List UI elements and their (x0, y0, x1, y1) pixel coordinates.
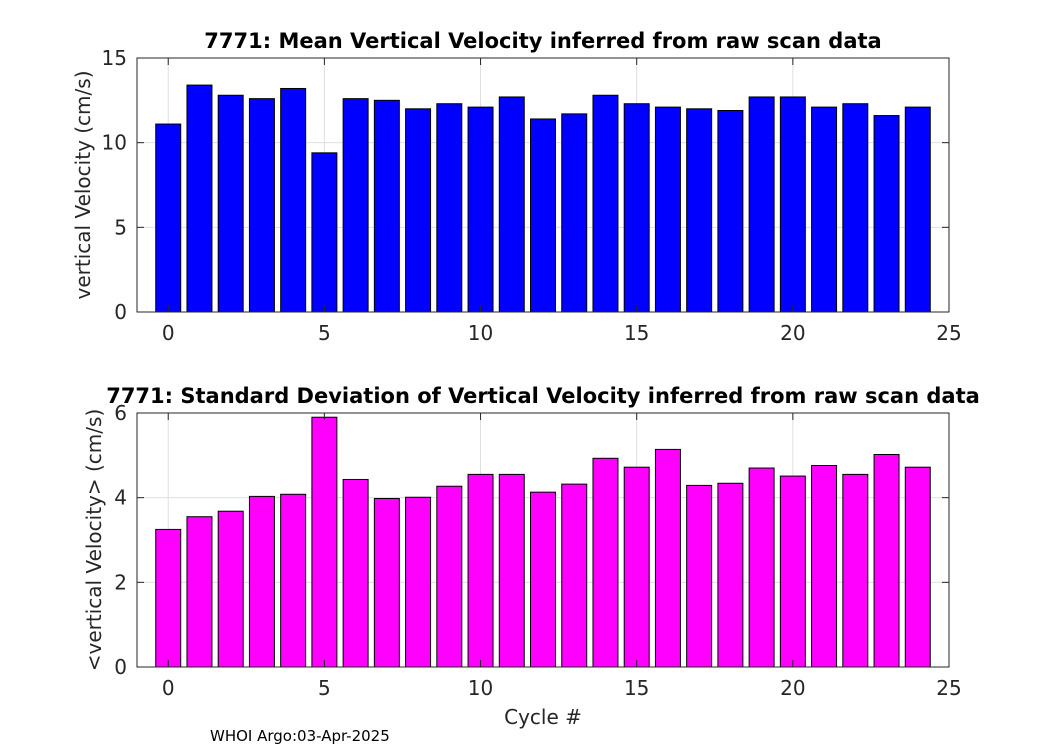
x-tick-label: 10 (468, 676, 493, 700)
x-tick-label: 25 (936, 676, 961, 700)
mean-velocity-chart: 0 5 10 15 20 25 0 5 10 15 7771: Mean Vertical Vel… (71, 29, 962, 345)
bar-cycle-6 (342, 478, 369, 668)
chart-title: 7771: Mean Vertical Velocity inferred fr… (204, 29, 881, 53)
bar-cycle-20 (779, 475, 806, 668)
bar-cycle-17 (686, 484, 713, 668)
bar-cycle-2 (217, 94, 244, 313)
bars (155, 84, 931, 313)
bar-cycle-11 (498, 96, 525, 313)
bar-cycle-21 (811, 106, 838, 313)
bar-cycle-18 (717, 482, 744, 668)
bar-cycle-24 (904, 466, 931, 668)
bar-cycle-16 (654, 106, 681, 313)
bar-cycle-11 (498, 473, 525, 668)
bar-cycle-6 (342, 98, 369, 313)
ticks: 0 5 10 15 20 25 0 5 10 15 (102, 46, 962, 345)
y-tick-label: 15 (102, 46, 127, 70)
bar-cycle-14 (592, 94, 619, 313)
y-tick-label: 0 (114, 300, 127, 324)
bar-cycle-7 (373, 498, 400, 668)
bar-cycle-3 (248, 495, 275, 668)
ticks: 0 5 10 15 20 25 0 2 4 6 (114, 401, 961, 700)
x-tick-label: 10 (468, 321, 493, 345)
bar-cycle-5 (311, 416, 338, 668)
bar-cycle-2 (217, 510, 244, 668)
bar-cycle-3 (248, 98, 275, 313)
bar-cycle-14 (592, 457, 619, 668)
bar-cycle-9 (436, 485, 463, 668)
y-tick-label: 6 (114, 401, 127, 425)
axes-box (136, 412, 950, 668)
std-velocity-chart: 0 5 10 15 20 25 0 2 4 6 7771: Standard Deviation … (82, 384, 980, 729)
bar-cycle-7 (373, 99, 400, 313)
bar-cycle-13 (561, 113, 588, 313)
bar-cycle-15 (623, 466, 650, 668)
bar-cycle-22 (842, 473, 869, 668)
x-tick-label: 5 (318, 321, 331, 345)
y-tick-label: 0 (114, 655, 127, 679)
y-axis-label: <vertical Velocity> (cm/s) (82, 409, 106, 672)
bar-cycle-4 (280, 87, 307, 313)
y-tick-label: 10 (102, 131, 127, 155)
bar-cycle-5 (311, 152, 338, 313)
bar-cycle-15 (623, 103, 650, 313)
x-tick-label: 0 (162, 676, 175, 700)
bar-cycle-12 (530, 118, 556, 313)
bar-cycle-19 (748, 467, 775, 668)
bar-cycle-12 (530, 491, 556, 668)
x-tick-label: 20 (780, 321, 805, 345)
x-tick-label: 20 (780, 676, 805, 700)
axes-box (136, 57, 950, 313)
bar-cycle-24 (904, 106, 931, 313)
bar-cycle-4 (280, 493, 307, 668)
bar-cycle-8 (405, 108, 432, 313)
bar-cycle-19 (748, 96, 775, 313)
x-tick-label: 25 (936, 321, 961, 345)
bar-cycle-17 (686, 108, 713, 313)
bar-cycle-16 (654, 448, 681, 668)
bar-cycle-22 (842, 103, 869, 313)
bar-cycle-0 (155, 123, 182, 313)
bar-cycle-1 (186, 84, 213, 313)
x-tick-label: 5 (318, 676, 331, 700)
y-axis-label: vertical Velocity (cm/s) (71, 71, 95, 300)
bar-cycle-21 (811, 464, 838, 668)
x-tick-label: 0 (162, 321, 175, 345)
x-tick-label: 15 (624, 676, 649, 700)
chart-title: 7771: Standard Deviation of Vertical Vel… (106, 384, 980, 408)
bar-cycle-20 (779, 96, 806, 313)
bar-cycle-10 (467, 106, 494, 313)
bar-cycle-23 (873, 453, 900, 668)
bar-cycle-9 (436, 103, 463, 313)
x-axis-label: Cycle # (504, 705, 582, 729)
bar-cycle-0 (155, 528, 182, 668)
bar-cycle-8 (405, 496, 432, 668)
bar-cycle-10 (467, 473, 494, 668)
bar-cycle-13 (561, 483, 588, 668)
x-tick-label: 15 (624, 321, 649, 345)
bar-cycle-18 (717, 109, 744, 313)
bar-cycle-1 (186, 516, 213, 668)
footer-text: WHOI Argo:03-Apr-2025 (210, 727, 390, 745)
y-tick-label: 5 (114, 215, 127, 239)
y-tick-label: 4 (114, 486, 127, 510)
bars (155, 416, 931, 668)
bar-cycle-23 (873, 115, 900, 313)
y-tick-label: 2 (114, 570, 127, 594)
